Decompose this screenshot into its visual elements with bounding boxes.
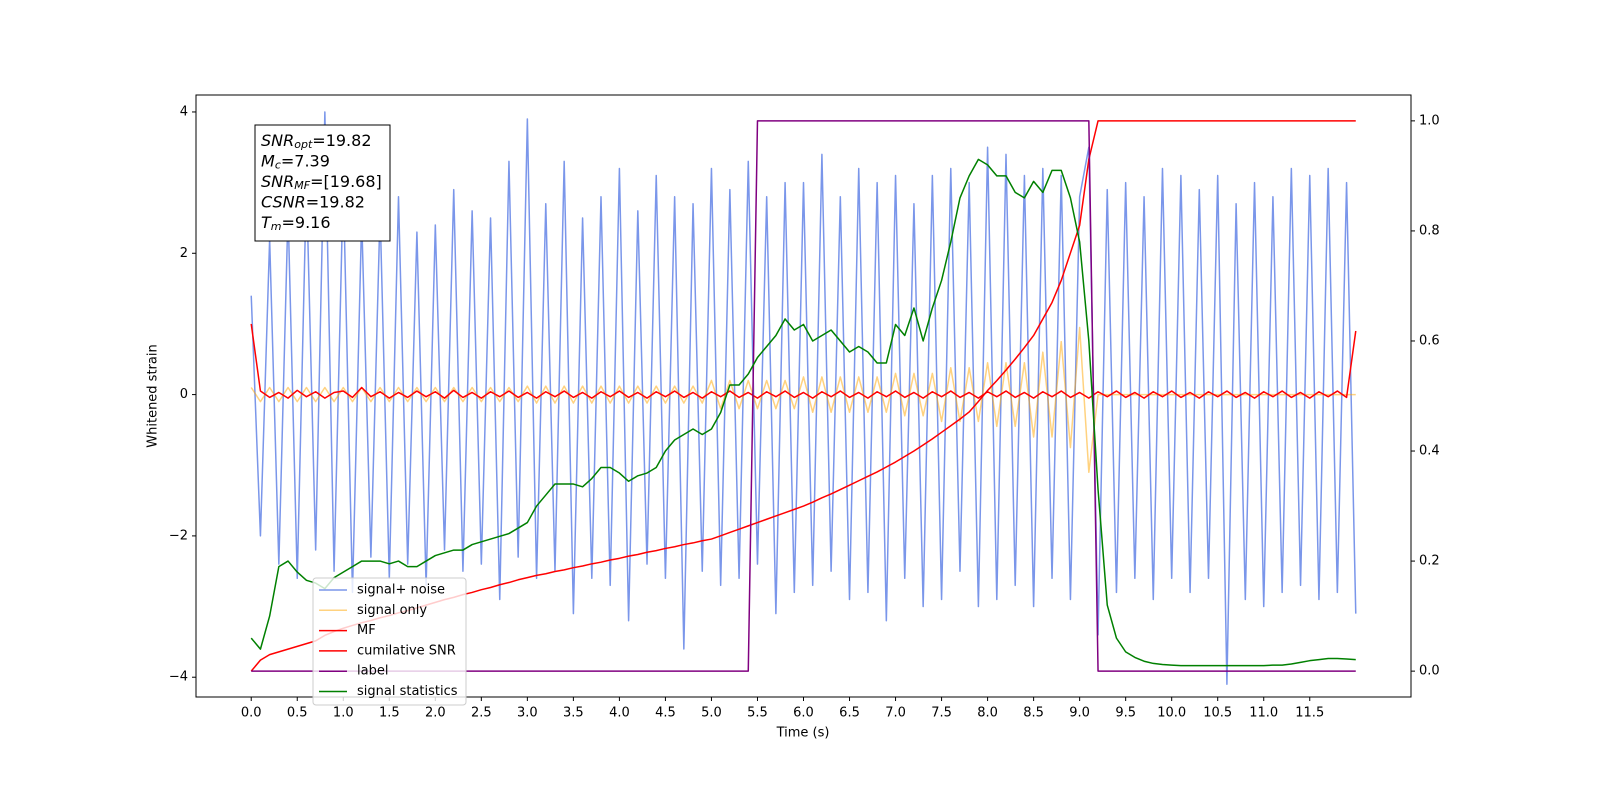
annotation-line: SNRopt=19.82 [261, 131, 372, 152]
annotation-symbol: SNR [261, 172, 294, 191]
series-line [250, 323, 1357, 399]
annotation-symbol: SNR [261, 131, 294, 150]
y2-tick-label: 0.0 [1419, 664, 1440, 679]
legend: signal+ noise signal only MF cumilative SNR… [312, 577, 467, 706]
y2-tick-label: 0.4 [1419, 444, 1440, 459]
series-line [250, 326, 1356, 474]
annotation-value: =9.16 [282, 213, 331, 232]
y-tick-label: 0 [180, 387, 188, 402]
x-tick-label: 5.5 [747, 706, 768, 721]
x-tick-label: 3.5 [563, 706, 584, 721]
x-tick-label: 0.5 [287, 706, 308, 721]
x-tick-label: 3.0 [517, 706, 538, 721]
y2-tick-label: 1.0 [1419, 113, 1440, 128]
y2-tick-label: 0.6 [1419, 333, 1440, 348]
series-line [250, 158, 1356, 667]
x-tick-label: 2.0 [425, 706, 446, 721]
annotation-value: =19.82 [306, 192, 365, 211]
x-tick-label: 9.0 [1069, 706, 1090, 721]
x-tick-label: 8.5 [1023, 706, 1044, 721]
annotation-symbol: CSNR [261, 192, 306, 211]
annotation-line: CSNR=19.82 [261, 192, 365, 211]
annotation-symbol: M [261, 151, 275, 170]
x-tick-label: 7.0 [885, 706, 906, 721]
y-tick-label: −2 [169, 528, 188, 543]
annotation-line: Mc=7.39 [261, 151, 330, 172]
x-axis-label: Time (s) [776, 726, 830, 741]
legend-label: cumilative SNR [357, 643, 456, 658]
annotation: SNRopt=19.82Mc=7.39SNRMF=[19.68]CSNR=19.… [254, 124, 391, 242]
y2-tick-label: 0.8 [1419, 223, 1440, 238]
y-tick-label: −4 [169, 670, 188, 685]
x-tick-label: 10.5 [1203, 706, 1232, 721]
x-tick-label: 2.5 [471, 706, 492, 721]
x-tick-label: 4.5 [655, 706, 676, 721]
y2-tick-label: 0.2 [1419, 554, 1440, 569]
x-tick-label: 6.0 [793, 706, 814, 721]
y-tick-label: 4 [180, 104, 188, 119]
x-tick-label: 11.5 [1295, 706, 1324, 721]
legend-label: signal+ noise [357, 583, 445, 598]
x-tick-label: 7.5 [931, 706, 952, 721]
x-tick-label: 0.0 [241, 706, 262, 721]
x-tick-label: 1.0 [333, 706, 354, 721]
legend-label: signal only [357, 603, 427, 618]
legend-label: label [357, 664, 388, 679]
annotation-value: =19.82 [312, 131, 371, 150]
x-tick-label: 5.0 [701, 706, 722, 721]
annotation-value: =[19.68] [310, 172, 382, 191]
x-tick-label: 10.0 [1157, 706, 1186, 721]
annotation-value: =7.39 [281, 151, 330, 170]
y-axis-label: Whitened strain [146, 344, 161, 447]
annotation-subscript: m [271, 220, 282, 233]
x-tick-label: 8.0 [977, 706, 998, 721]
annotation-subscript: c [275, 159, 281, 172]
annotation-line: Tm=9.16 [261, 213, 331, 234]
annotation-line: SNRMF=[19.68] [261, 172, 382, 193]
x-tick-label: 6.5 [839, 706, 860, 721]
legend-box [312, 577, 467, 706]
x-tick-label: 9.5 [1115, 706, 1136, 721]
legend-label: signal statistics [357, 684, 458, 699]
legend-label: MF [357, 623, 376, 638]
annotation-symbol: T [261, 213, 272, 232]
x-tick-label: 1.5 [379, 706, 400, 721]
y-tick-label: 2 [180, 246, 188, 261]
x-tick-label: 4.0 [609, 706, 630, 721]
series-line [250, 111, 1357, 686]
annotation-box [254, 124, 391, 242]
annotation-subscript: opt [294, 138, 313, 151]
annotation-subscript: MF [294, 179, 310, 192]
x-tick-label: 11.0 [1249, 706, 1278, 721]
